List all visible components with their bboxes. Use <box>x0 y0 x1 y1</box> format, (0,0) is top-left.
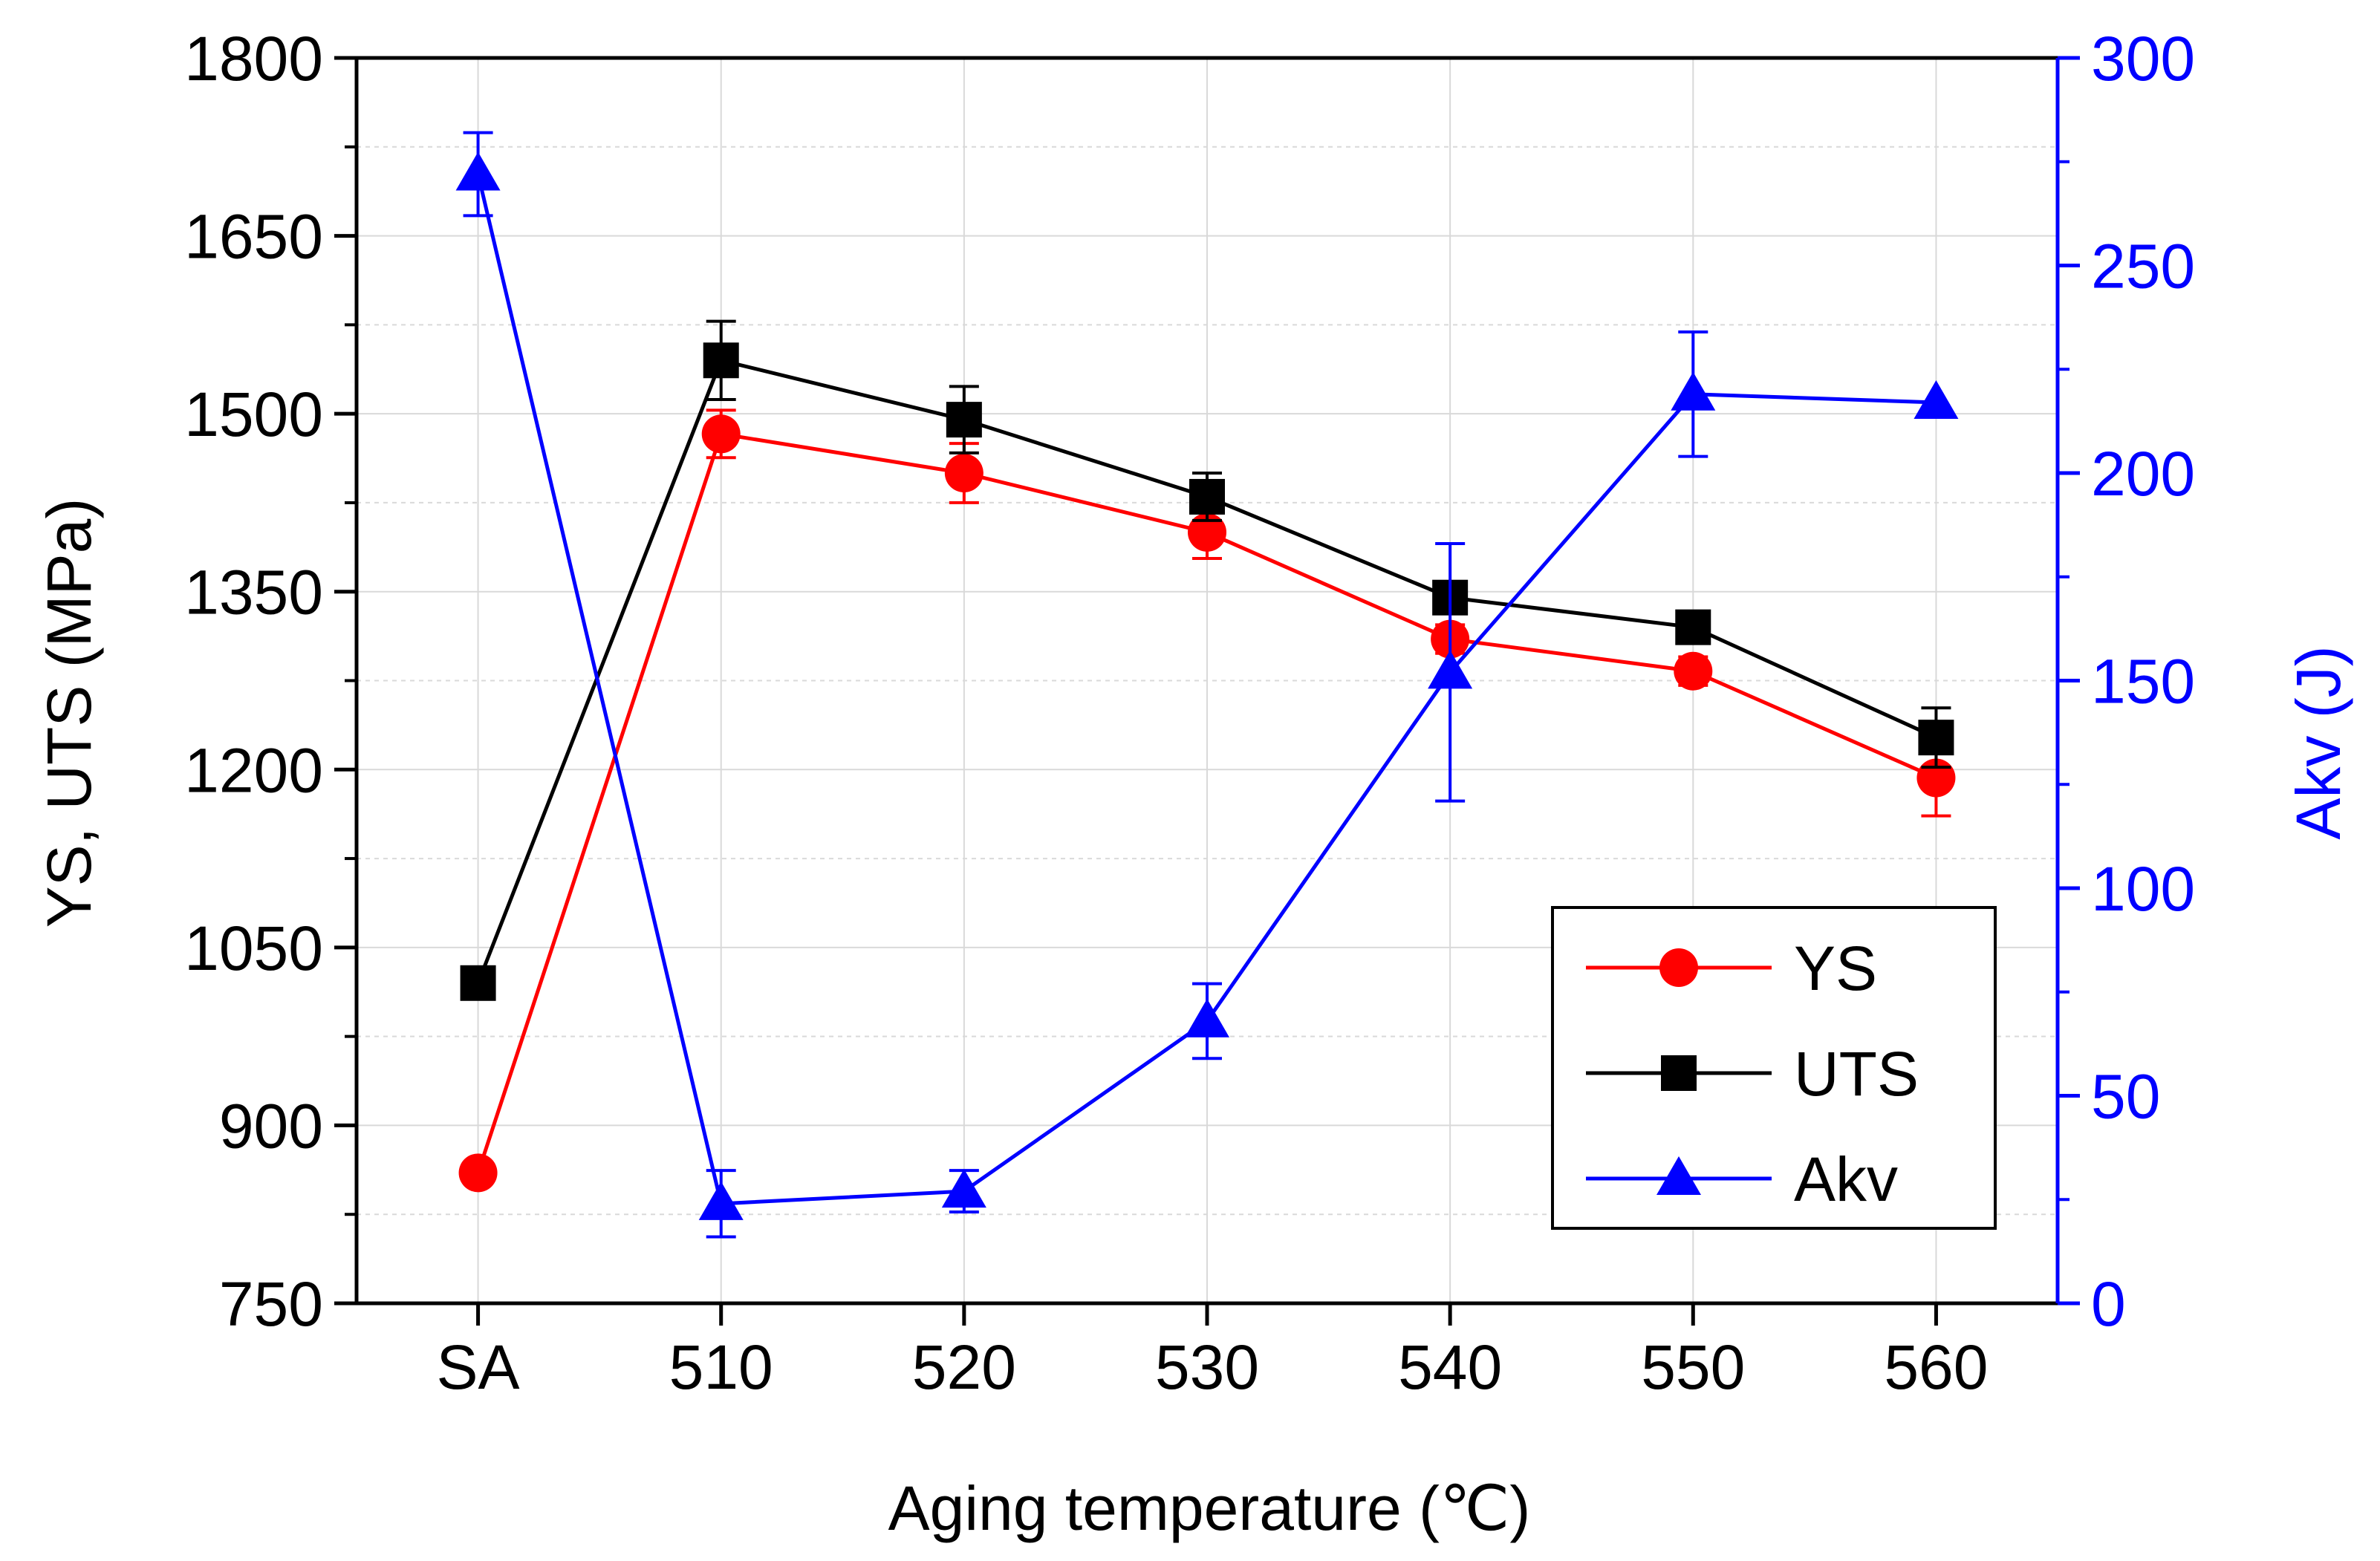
point-akv <box>1914 379 1959 419</box>
data-series <box>455 131 1959 1239</box>
point-akv <box>1185 998 1229 1037</box>
point-ys <box>458 1153 498 1193</box>
y-left-tick-label: 1800 <box>184 24 323 94</box>
point-uts <box>460 965 496 1001</box>
axes: 750 900 1050 1200 1350 1500 1650 1800 0 50 100 150 2… <box>184 24 2195 1402</box>
series-akv <box>455 131 1959 1239</box>
point-uts <box>1189 478 1225 515</box>
x-tick-label: 550 <box>1641 1332 1745 1402</box>
legend-marker-akv <box>1656 1156 1701 1195</box>
y-right-tick-label: 50 <box>2091 1062 2160 1132</box>
y-right-tick-label: 300 <box>2091 24 2195 94</box>
legend-marker-uts <box>1661 1055 1697 1091</box>
y-right-tick-label: 0 <box>2091 1269 2126 1339</box>
x-axis-title: Aging temperature (℃) <box>888 1473 1531 1543</box>
y-axis-right-title: Akv (J) <box>2283 645 2353 839</box>
y-right-tick-label: 200 <box>2091 439 2195 509</box>
y-right-tick-label: 100 <box>2091 854 2195 924</box>
y-left-tick-label: 1650 <box>184 202 323 272</box>
y-left-tick-label: 1050 <box>184 913 323 983</box>
point-uts <box>946 402 982 438</box>
y-left-tick-label: 1500 <box>184 379 323 449</box>
y-left-tick-label: 900 <box>219 1091 323 1161</box>
y-right-tick-label: 150 <box>2091 647 2195 717</box>
legend-label-uts: UTS <box>1794 1039 1919 1109</box>
x-tick-label: 560 <box>1884 1332 1988 1402</box>
point-akv <box>698 1181 744 1220</box>
y-right-tick-label: 250 <box>2091 232 2195 302</box>
point-ys <box>701 414 741 454</box>
x-tick-label: 540 <box>1398 1332 1502 1402</box>
legend-label-akv: Akv <box>1794 1144 1898 1214</box>
point-ys <box>944 454 983 492</box>
legend-box <box>1551 906 1997 1230</box>
y-left-tick-label: 1350 <box>184 558 323 628</box>
point-uts <box>1675 609 1711 645</box>
point-akv <box>1428 650 1473 689</box>
legend-marker-ys <box>1659 948 1698 987</box>
y-axis-left-title: YS, UTS (MPa) <box>34 498 104 928</box>
point-akv <box>941 1169 986 1208</box>
x-tick-label: SA <box>437 1332 520 1402</box>
x-tick-label: 520 <box>912 1332 1016 1402</box>
point-uts <box>1918 720 1954 756</box>
legend-label-ys: YS <box>1794 933 1877 1003</box>
series-uts <box>460 319 1954 1001</box>
legend: YS UTS Akv <box>1551 906 1997 1230</box>
y-left-tick-label: 1200 <box>184 735 323 805</box>
x-tick-label: 530 <box>1155 1332 1259 1402</box>
point-uts <box>703 342 739 379</box>
x-tick-label: 510 <box>669 1332 773 1402</box>
point-akv <box>455 151 501 191</box>
series-ys <box>458 408 1956 1193</box>
point-akv <box>1671 371 1716 411</box>
y-left-tick-label: 750 <box>219 1269 323 1339</box>
point-ys <box>1674 651 1713 691</box>
point-ys <box>1188 512 1226 552</box>
